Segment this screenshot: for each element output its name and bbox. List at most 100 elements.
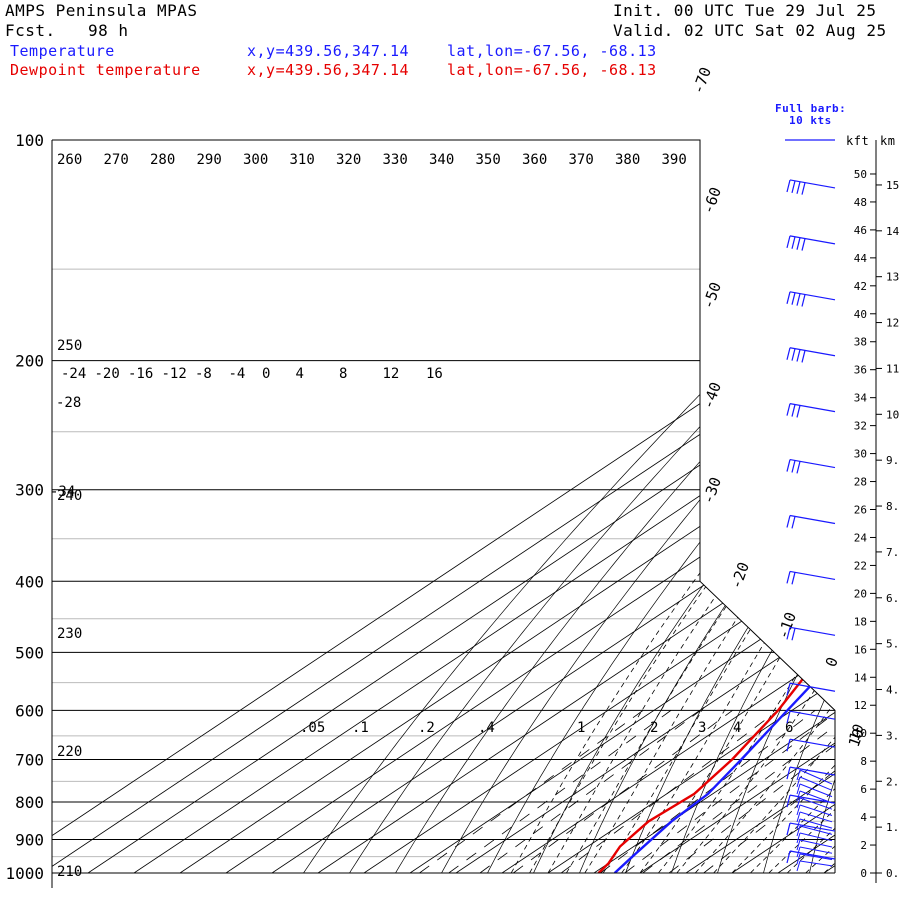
km-tick-10: 10. bbox=[886, 408, 900, 421]
mixing-ratio-label-8: 6 bbox=[785, 720, 793, 736]
theta-label-370: 370 bbox=[569, 152, 594, 168]
theta-side-label-250: 250 bbox=[57, 338, 82, 354]
wind-barb-staff-4 bbox=[789, 403, 836, 413]
isotherm-side-label-0: 0 bbox=[822, 655, 842, 670]
isotherm--40 bbox=[455, 140, 835, 873]
kft-tick-32: 32 bbox=[854, 420, 867, 433]
isotherm--110 bbox=[133, 140, 835, 873]
low-wind-barb-flag-6 bbox=[796, 811, 801, 823]
isotherm--120 bbox=[87, 140, 835, 873]
legend-dewpoint: Dewpoint temperature bbox=[10, 61, 201, 79]
wind-barb-staff-10 bbox=[789, 710, 836, 720]
theta-e-side-label-1: -34 bbox=[50, 484, 75, 500]
kft-axis-label: kft bbox=[846, 134, 870, 148]
theta-e-label-2: -16 bbox=[128, 366, 153, 382]
temperature-profile bbox=[613, 140, 835, 873]
mixing-ratio-3 bbox=[513, 710, 733, 873]
kft-tick-2: 2 bbox=[860, 839, 867, 852]
valid-time: Valid. 02 UTC Sat 02 Aug 25 bbox=[613, 21, 887, 40]
mixing-ratio-label-4: 1 bbox=[577, 720, 585, 736]
km-tick-7: 7. bbox=[886, 546, 899, 559]
kft-tick-46: 46 bbox=[854, 224, 867, 237]
theta-side-label-230: 230 bbox=[57, 626, 82, 642]
dry-adiabat-290 bbox=[717, 140, 835, 873]
isotherm-side-label-10: 10 bbox=[845, 726, 868, 749]
wind-barb-flag-2-3 bbox=[801, 294, 806, 307]
low-wind-barb-flag-0 bbox=[796, 769, 801, 781]
km-tick-15: 15. bbox=[886, 179, 900, 192]
mixing-ratio-label-7: 4 bbox=[733, 720, 741, 736]
theta-e-label-10: 16 bbox=[426, 366, 443, 382]
kft-tick-50: 50 bbox=[854, 168, 867, 181]
km-tick-6: 6. bbox=[886, 592, 899, 605]
kft-tick-48: 48 bbox=[854, 196, 867, 209]
wind-barb-flag-0-1 bbox=[791, 180, 796, 194]
wind-barb-staff-13 bbox=[789, 794, 836, 804]
moist-adiabat--4 bbox=[621, 360, 835, 873]
wind-barb-flag-8-1 bbox=[791, 628, 796, 641]
mixing-ratio-label-6: 3 bbox=[698, 720, 706, 736]
theta-label-390: 390 bbox=[662, 152, 687, 168]
wind-barb-flag-4-2 bbox=[796, 405, 801, 418]
theta-side-label-220: 220 bbox=[57, 744, 82, 760]
theta-label-340: 340 bbox=[429, 152, 454, 168]
low-wind-barb-0 bbox=[799, 769, 833, 785]
km-axis-label: km bbox=[880, 134, 896, 148]
km-tick-5: 5. bbox=[886, 638, 899, 651]
barb-note-line1: Full barb: bbox=[775, 102, 847, 115]
forecast-label: Fcst. bbox=[5, 21, 56, 40]
wind-barb-staff-3 bbox=[789, 347, 836, 357]
kft-tick-26: 26 bbox=[854, 504, 867, 517]
init-time: Init. 00 UTC Tue 29 Jul 25 bbox=[613, 1, 877, 20]
theta-label-260: 260 bbox=[57, 152, 82, 168]
dry-adiabat-220 bbox=[395, 140, 835, 873]
theta-label-360: 360 bbox=[522, 152, 547, 168]
kft-tick-36: 36 bbox=[854, 364, 867, 377]
wind-barb-flag-12-0 bbox=[786, 766, 791, 780]
km-tick-11: 11. bbox=[886, 362, 900, 375]
low-wind-barb-flag-12 bbox=[796, 853, 801, 865]
theta-e-label-3: -12 bbox=[162, 366, 187, 382]
mixing-ratio-5 bbox=[600, 710, 816, 873]
kft-tick-38: 38 bbox=[854, 336, 867, 349]
wind-barb-staff-2 bbox=[789, 291, 836, 301]
kft-tick-34: 34 bbox=[854, 392, 868, 405]
temperature-latlon: lat,lon=-67.56, -68.13 bbox=[447, 42, 657, 60]
isotherm--10 bbox=[593, 140, 835, 873]
low-wind-barb-3 bbox=[799, 790, 833, 804]
theta-label-300: 300 bbox=[243, 152, 268, 168]
isotherm--60 bbox=[363, 140, 835, 873]
theta-e-label-8: 8 bbox=[339, 366, 347, 382]
isotherm--20 bbox=[547, 140, 835, 873]
moist-adiabat--20 bbox=[547, 360, 835, 873]
wind-barb-staff-5 bbox=[789, 458, 836, 469]
wind-barb-flag-5-1 bbox=[791, 460, 796, 473]
dry-adiabat-280 bbox=[671, 140, 835, 873]
isotherm--70 bbox=[317, 140, 835, 873]
wind-barb-flag-11-0 bbox=[786, 739, 791, 752]
wind-barb-staff-9 bbox=[789, 682, 836, 692]
theta-side-label-210: 210 bbox=[57, 864, 82, 880]
isotherm--80 bbox=[271, 140, 835, 873]
moist-adiabat--16 bbox=[566, 360, 835, 873]
wind-barb-staff-11 bbox=[789, 738, 836, 748]
theta-label-350: 350 bbox=[476, 152, 501, 168]
isotherm-side-label--60: -60 bbox=[699, 185, 725, 217]
low-wind-barb-8 bbox=[799, 825, 833, 835]
kft-tick-42: 42 bbox=[854, 280, 867, 293]
moist-adiabat-16 bbox=[713, 360, 835, 873]
kft-tick-20: 20 bbox=[854, 587, 867, 600]
mixing-ratio-label-9: 10 bbox=[847, 722, 868, 743]
dewpoint-profile bbox=[597, 140, 835, 873]
wind-barb-staff-7 bbox=[789, 570, 836, 581]
pressure-tick-800: 800 bbox=[15, 793, 44, 812]
wind-barb-flag-6-1 bbox=[791, 516, 796, 529]
kft-tick-28: 28 bbox=[854, 476, 867, 489]
dewpoint-xy: x,y=439.56,347.14 bbox=[247, 61, 410, 79]
kft-tick-10: 10 bbox=[854, 727, 867, 740]
wind-barb-staff-15 bbox=[789, 850, 836, 860]
theta-label-290: 290 bbox=[197, 152, 222, 168]
wind-barb-flag-1-2 bbox=[796, 237, 801, 250]
mixing-ratio-label-2: .2 bbox=[418, 720, 435, 736]
